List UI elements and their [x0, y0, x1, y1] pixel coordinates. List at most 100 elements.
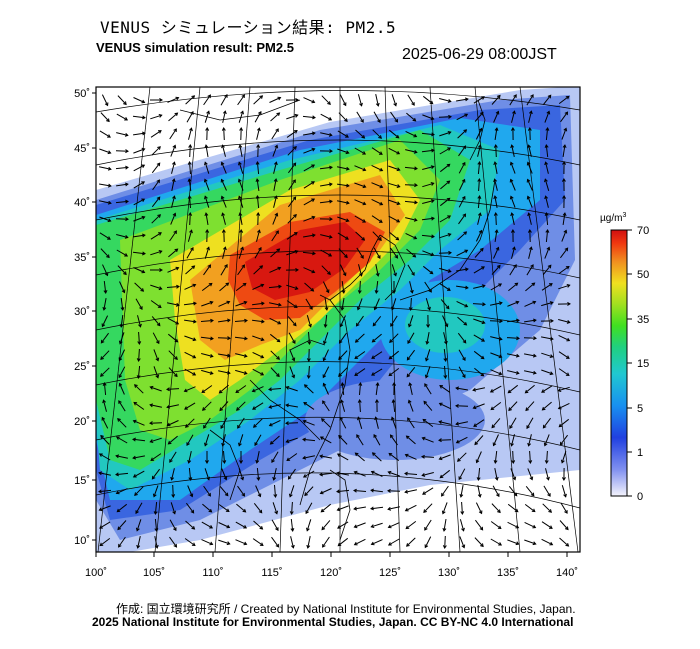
wind-arrow-head — [375, 382, 380, 386]
wind-arrow-head — [388, 372, 393, 377]
wind-arrow — [236, 401, 246, 411]
wind-arrow-head — [252, 406, 256, 410]
wind-arrow — [406, 349, 416, 361]
wind-arrow — [185, 520, 195, 530]
wind-arrow-head — [357, 399, 362, 403]
wind-arrow-head — [510, 212, 515, 217]
wind-arrow — [99, 505, 111, 511]
wind-arrow-head — [565, 355, 570, 359]
wind-arrow — [375, 417, 379, 429]
wind-arrow-head — [322, 543, 326, 548]
wind-arrow — [458, 213, 466, 225]
wind-arrow — [321, 265, 331, 275]
wind-arrow-head — [478, 127, 483, 132]
wind-arrow — [439, 469, 451, 479]
wind-arrow — [337, 148, 349, 154]
wind-arrow — [392, 399, 396, 413]
wind-arrow-head — [353, 506, 358, 511]
wind-arrow-head — [125, 165, 129, 170]
wind-arrow-head — [512, 476, 517, 481]
wind-arrow — [320, 455, 332, 459]
wind-arrow — [541, 521, 553, 529]
wind-arrow-head — [525, 407, 529, 412]
wind-arrow — [509, 94, 517, 106]
wind-arrow-head — [328, 132, 333, 137]
wind-arrow — [302, 115, 316, 119]
wind-arrow-head — [461, 527, 465, 532]
wind-arrow-head — [493, 195, 498, 200]
wind-arrow-head — [431, 148, 435, 153]
wind-arrow-head — [379, 184, 384, 189]
wind-arrow — [116, 183, 128, 187]
wind-arrow — [490, 385, 502, 393]
wind-arrow — [135, 298, 143, 310]
wind-arrow-head — [260, 371, 265, 376]
wind-arrow-head — [405, 525, 410, 530]
wind-arrow — [561, 128, 567, 140]
wind-arrow — [221, 196, 227, 208]
wind-arrow — [238, 468, 244, 480]
wind-arrow-head — [311, 251, 316, 256]
wind-arrow-head — [273, 161, 278, 166]
wind-arrow-head — [292, 162, 297, 167]
wind-arrow-head — [353, 541, 358, 546]
lat-tick: 20˚ — [74, 416, 90, 428]
wind-arrow-head — [208, 282, 213, 287]
wind-arrow-head — [227, 336, 231, 341]
wind-arrow-head — [149, 403, 154, 408]
wind-arrow-head — [123, 271, 127, 276]
wind-arrow-head — [305, 510, 309, 515]
wind-arrow — [473, 285, 485, 289]
wind-arrow-head — [495, 110, 500, 115]
wind-arrow-head — [138, 323, 142, 328]
wind-arrow — [99, 183, 111, 187]
wind-arrow-head — [338, 434, 342, 439]
wind-arrow — [337, 166, 349, 170]
wind-arrow-head — [565, 95, 570, 100]
wind-arrow — [424, 519, 432, 531]
wind-arrow-head — [293, 145, 297, 150]
wind-arrow-head — [462, 145, 467, 150]
wind-arrow — [388, 129, 400, 139]
wind-arrow-head — [157, 130, 162, 134]
wind-arrow-head — [275, 128, 279, 132]
wind-arrow — [439, 454, 451, 460]
wind-arrow-head — [121, 289, 126, 294]
wind-arrow — [423, 401, 433, 411]
wind-arrow-head — [515, 524, 520, 529]
wind-arrow-head — [448, 114, 452, 119]
wind-arrow-head — [311, 99, 316, 104]
wind-arrow — [439, 385, 451, 393]
wind-arrow-head — [462, 213, 467, 218]
wind-arrow-head — [171, 161, 176, 166]
wind-arrow-head — [406, 373, 411, 378]
wind-arrow-head — [156, 179, 160, 184]
wind-arrow-head — [286, 457, 291, 462]
wind-arrow-head — [306, 375, 311, 379]
wind-arrow — [290, 536, 294, 548]
wind-arrow — [219, 486, 229, 496]
wind-arrow — [559, 520, 569, 530]
wind-arrow — [320, 234, 332, 238]
wind-arrow-head — [445, 305, 450, 310]
wind-arrow-head — [329, 199, 333, 204]
wind-arrow-head — [477, 161, 482, 166]
wind-arrow-head — [276, 248, 281, 253]
wind-arrow-head — [175, 320, 180, 325]
wind-arrow — [528, 145, 532, 157]
wind-arrow-head — [150, 457, 155, 461]
wind-arrow — [456, 421, 468, 425]
wind-arrow — [205, 213, 209, 225]
wind-arrow — [371, 489, 383, 493]
wind-arrow-head — [240, 246, 244, 251]
wind-arrow-head — [135, 527, 140, 532]
wind-arrow — [526, 264, 534, 276]
wind-arrow — [475, 502, 483, 514]
wind-arrow-head — [224, 93, 228, 98]
wind-arrow-head — [221, 442, 226, 447]
wind-arrow-head — [337, 525, 341, 529]
wind-arrow-head — [243, 541, 248, 546]
wind-arrow — [321, 520, 331, 530]
wind-arrow — [252, 319, 264, 323]
wind-arrow-head — [188, 212, 193, 216]
